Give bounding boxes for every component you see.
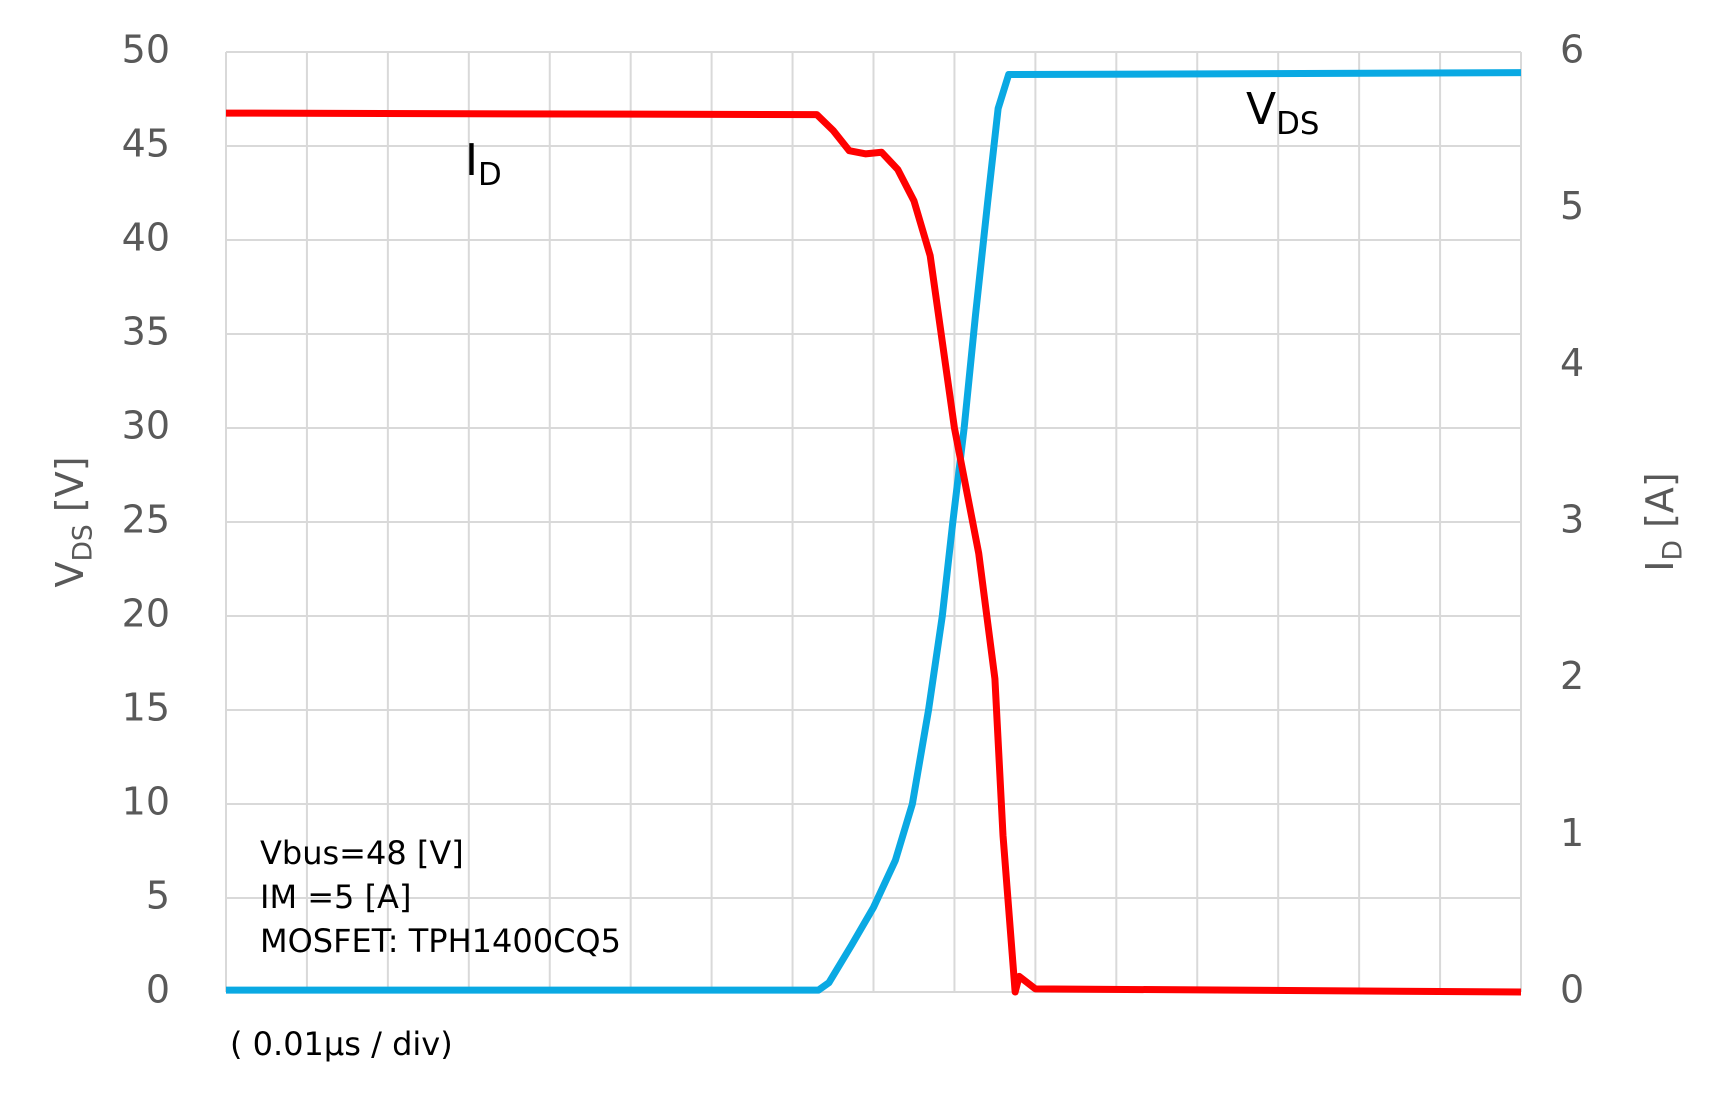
series-line xyxy=(226,69,1522,994)
y2-tick-label: 3 xyxy=(1560,498,1584,542)
y-tick-label: 0 xyxy=(146,968,170,1012)
y2-tick-label: 4 xyxy=(1560,341,1584,385)
plot xyxy=(225,69,1522,996)
y-tick-label: 25 xyxy=(122,498,170,542)
y2-tick-label: 5 xyxy=(1560,184,1584,228)
series-label: VDS xyxy=(1246,84,1319,142)
y-tick-label: 40 xyxy=(122,216,170,260)
y-tick-label: 5 xyxy=(146,874,170,918)
y2-tick-label: 2 xyxy=(1560,654,1584,698)
series-label: ID xyxy=(465,135,502,193)
grid xyxy=(225,51,1522,993)
y-tick-label: 20 xyxy=(122,592,170,636)
note: Vbus=48 [V] xyxy=(260,834,464,872)
y2-tick-label: 6 xyxy=(1560,28,1584,72)
y-tick-label: 35 xyxy=(122,310,170,354)
y-tick-label: 15 xyxy=(122,686,170,730)
y-axis-title: VDS [V] xyxy=(48,456,98,587)
series-line xyxy=(225,109,1522,996)
y-tick-label: 30 xyxy=(122,404,170,448)
note: MOSFET: TPH1400CQ5 xyxy=(260,922,621,960)
y2-tick-label: 1 xyxy=(1560,811,1584,855)
y-tick-label: 50 xyxy=(122,28,170,72)
y2-tick-label: 0 xyxy=(1560,968,1584,1012)
y2-axis-title: ID [A] xyxy=(1638,472,1688,571)
y-tick-label: 45 xyxy=(122,122,170,166)
note: IM =5 [A] xyxy=(260,878,411,916)
y-tick-label: 10 xyxy=(122,780,170,824)
x-axis-title: ( 0.01μs / div) xyxy=(230,1025,453,1063)
